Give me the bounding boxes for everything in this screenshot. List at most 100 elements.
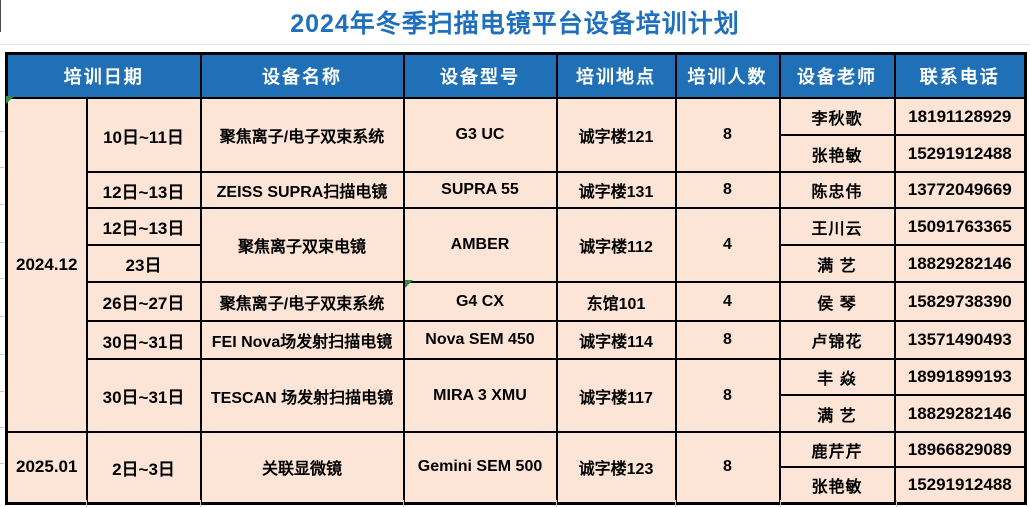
header-cell-phone[interactable]: 联系电话 xyxy=(893,52,1027,99)
teacher-cell[interactable]: 张艳敏 xyxy=(778,134,896,173)
count-cell[interactable]: 8 xyxy=(674,431,781,504)
phone-cell[interactable]: 15291912488 xyxy=(893,134,1027,173)
training-schedule-table: 培训日期 设备名称 设备型号 培训地点 培训人数 设备老师 联系电话 2024.… xyxy=(5,52,1027,505)
month-cell[interactable]: 2025.01 xyxy=(5,431,88,504)
phone-cell[interactable]: 18829282146 xyxy=(893,394,1027,433)
equipment-cell[interactable]: 聚焦离子/电子双束系统 xyxy=(199,97,405,173)
count-cell[interactable]: 8 xyxy=(674,171,781,209)
date-cell[interactable]: 30日~31日 xyxy=(85,320,202,360)
month-cell[interactable]: 2024.12 xyxy=(5,97,88,433)
model-cell[interactable]: G3 UC xyxy=(402,97,558,173)
table-row: 2024.12 10日~11日 聚焦离子/电子双束系统 G3 UC 诚字楼121… xyxy=(5,97,1027,433)
place-cell[interactable]: 诚字楼112 xyxy=(555,207,677,283)
teacher-cell[interactable]: 丰 焱 xyxy=(778,358,896,396)
gridline xyxy=(0,278,4,279)
gridline xyxy=(896,500,897,507)
equipment-cell[interactable]: ZEISS SUPRA扫描电镜 xyxy=(199,171,405,209)
table-row: 张艳敏 15291912488 xyxy=(7,134,1027,173)
gridline xyxy=(0,427,4,428)
gridline xyxy=(86,500,87,507)
place-cell[interactable]: 东馆101 xyxy=(555,281,677,322)
teacher-cell[interactable]: 张艳敏 xyxy=(778,466,896,504)
place-cell[interactable]: 诚字楼117 xyxy=(555,358,677,433)
phone-cell[interactable]: 18829282146 xyxy=(893,244,1027,283)
phone-cell[interactable]: 18966829089 xyxy=(893,431,1027,468)
model-cell[interactable]: SUPRA 55 xyxy=(402,171,558,209)
date-cell[interactable]: 23日 xyxy=(85,244,202,283)
gridline xyxy=(780,500,781,507)
model-cell[interactable]: G4 CX xyxy=(402,281,558,322)
phone-cell[interactable]: 15091763365 xyxy=(893,207,1027,246)
cell-corner-flag-icon xyxy=(405,280,413,288)
header-cell-place[interactable]: 培训地点 xyxy=(555,52,677,99)
teacher-cell[interactable]: 满 艺 xyxy=(778,394,896,433)
header-cell-teacher[interactable]: 设备老师 xyxy=(778,52,896,99)
count-cell[interactable]: 8 xyxy=(674,358,781,433)
gridline xyxy=(0,463,4,464)
equipment-cell[interactable]: FEI Nova场发射扫描电镜 xyxy=(199,320,405,360)
sheet-edge-line xyxy=(0,0,1,32)
date-cell[interactable]: 10日~11日 xyxy=(85,97,202,173)
table-row: 30日~31日 TESCAN 场发射扫描电镜 MIRA 3 XMU 诚字楼117… xyxy=(7,358,1027,433)
date-cell[interactable]: 26日~27日 xyxy=(85,281,202,322)
gridline xyxy=(0,131,4,132)
teacher-cell[interactable]: 卢锦花 xyxy=(778,320,896,360)
teacher-cell[interactable]: 满 艺 xyxy=(778,244,896,283)
gridline xyxy=(0,167,4,168)
place-cell[interactable]: 诚字楼114 xyxy=(555,320,677,360)
model-cell[interactable]: Gemini SEM 500 xyxy=(402,431,558,504)
header-cell-name[interactable]: 设备名称 xyxy=(199,52,405,99)
page-title: 2024年冬季扫描电镜平台设备培训计划 xyxy=(290,10,740,38)
count-cell[interactable]: 8 xyxy=(674,97,781,173)
gridline xyxy=(0,391,4,392)
phone-cell[interactable]: 15291912488 xyxy=(893,466,1027,504)
gridline xyxy=(675,500,676,507)
model-cell[interactable]: Nova SEM 450 xyxy=(402,320,558,360)
date-cell[interactable]: 12日~13日 xyxy=(85,171,202,209)
phone-cell[interactable]: 13571490493 xyxy=(893,320,1027,360)
count-cell[interactable]: 4 xyxy=(674,207,781,283)
cell-corner-flag-icon xyxy=(6,96,14,104)
gridline xyxy=(0,242,4,243)
count-cell[interactable]: 4 xyxy=(674,281,781,322)
teacher-cell[interactable]: 李秋歌 xyxy=(778,97,896,136)
table-row: 26日~27日 聚焦离子/电子双束系统 G4 CX 东馆101 4 侯 琴 15… xyxy=(7,281,1027,322)
model-cell[interactable]: MIRA 3 XMU xyxy=(402,358,558,433)
date-cell[interactable]: 12日~13日 xyxy=(85,207,202,246)
gridline xyxy=(0,44,1030,45)
table-row: 12日~13日 聚焦离子双束电镜 AMBER 诚字楼112 4 王川云 1509… xyxy=(7,207,1027,283)
model-cell[interactable]: AMBER xyxy=(402,207,558,283)
place-cell[interactable]: 诚字楼121 xyxy=(555,97,677,173)
table-row: 23日 满 艺 18829282146 xyxy=(7,244,1027,283)
date-cell[interactable]: 2日~3日 xyxy=(85,431,202,504)
phone-cell[interactable]: 18991899193 xyxy=(893,358,1027,396)
equipment-cell[interactable]: TESCAN 场发射扫描电镜 xyxy=(199,358,405,433)
gridline xyxy=(0,204,4,205)
teacher-cell[interactable]: 侯 琴 xyxy=(778,281,896,322)
phone-cell[interactable]: 18191128929 xyxy=(893,97,1027,136)
place-cell[interactable]: 诚字楼123 xyxy=(555,431,677,504)
date-cell[interactable]: 30日~31日 xyxy=(85,358,202,433)
gridline xyxy=(200,500,201,507)
gridline xyxy=(556,500,557,507)
teacher-cell[interactable]: 陈忠伟 xyxy=(778,171,896,209)
header-row: 培训日期 设备名称 设备型号 培训地点 培训人数 设备老师 联系电话 xyxy=(5,52,1027,99)
table-row: 2025.01 2日~3日 关联显微镜 Gemini SEM 500 诚字楼12… xyxy=(5,431,1027,504)
phone-cell[interactable]: 13772049669 xyxy=(893,171,1027,209)
teacher-cell[interactable]: 王川云 xyxy=(778,207,896,246)
gridline xyxy=(0,354,4,355)
table-row: 30日~31日 FEI Nova场发射扫描电镜 Nova SEM 450 诚字楼… xyxy=(7,320,1027,360)
count-cell[interactable]: 8 xyxy=(674,320,781,360)
header-cell-count[interactable]: 培训人数 xyxy=(674,52,781,99)
table-row: 张艳敏 15291912488 xyxy=(7,466,1027,504)
header-cell-date[interactable]: 培训日期 xyxy=(5,52,202,99)
equipment-cell[interactable]: 聚焦离子双束电镜 xyxy=(199,207,405,283)
phone-cell[interactable]: 15829738390 xyxy=(893,281,1027,322)
equipment-cell[interactable]: 聚焦离子/电子双束系统 xyxy=(199,281,405,322)
table-row: 满 艺 18829282146 xyxy=(7,394,1027,433)
header-cell-model[interactable]: 设备型号 xyxy=(402,52,558,99)
teacher-cell[interactable]: 鹿芹芹 xyxy=(778,431,896,468)
equipment-cell[interactable]: 关联显微镜 xyxy=(199,431,405,504)
place-cell[interactable]: 诚字楼131 xyxy=(555,171,677,209)
